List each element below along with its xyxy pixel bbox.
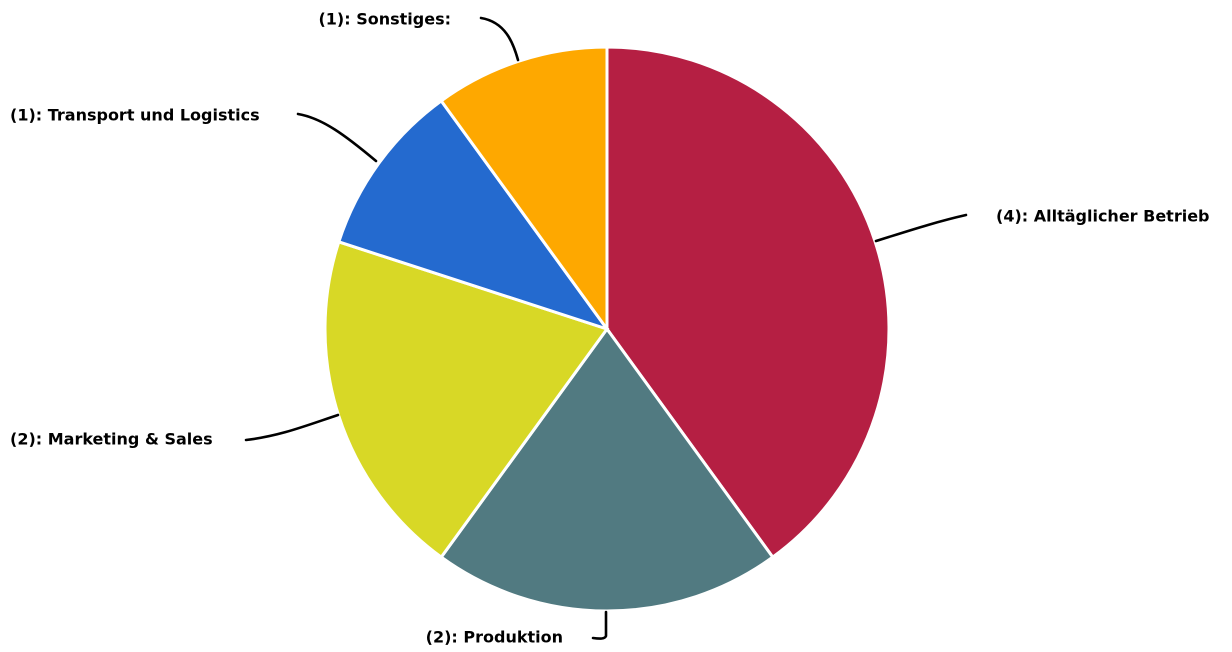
slice-label-1-transport-und-logistics: (1): Transport und Logistics bbox=[10, 106, 260, 125]
leader-line-2-marketing-sales bbox=[244, 413, 340, 442]
leader-line-1-sonstiges bbox=[479, 16, 520, 62]
leader-lines-layer bbox=[244, 16, 968, 640]
slice-label-2-produktion: (2): Produktion bbox=[426, 628, 563, 647]
pie-slice-2-produktion bbox=[439, 326, 775, 613]
labels-layer: (4): Alltäglicher Betrieb (2): Produktion… bbox=[10, 10, 1210, 647]
slices-layer bbox=[323, 45, 891, 613]
slice-label-1-sonstiges: (1): Sonstiges: bbox=[318, 10, 451, 29]
leader-line-1-transport-und-logistics bbox=[296, 112, 378, 163]
pie-slice-2-marketing-sales bbox=[323, 239, 610, 560]
leader-line-2-produktion bbox=[591, 610, 608, 640]
pie-slice-1-sonstiges bbox=[439, 45, 609, 334]
pie-slice-1-transport-und-logistics bbox=[336, 98, 611, 332]
leader-line-4-alltaeglicher-betrieb bbox=[874, 213, 968, 243]
slice-label-2-marketing-sales: (2): Marketing & Sales bbox=[10, 430, 213, 449]
slice-label-4-alltaeglicher-betrieb: (4): Alltäglicher Betrieb bbox=[996, 207, 1210, 226]
